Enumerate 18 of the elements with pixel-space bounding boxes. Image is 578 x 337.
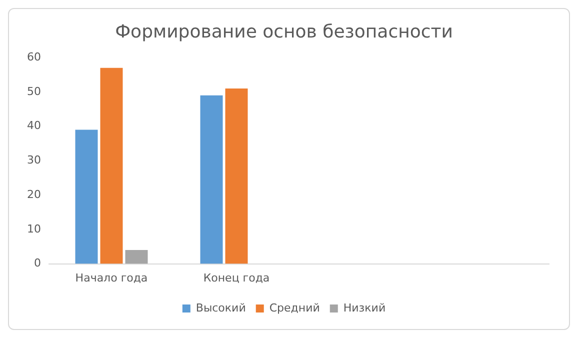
bar [200, 95, 223, 264]
y-tick-label: 30 [26, 154, 41, 167]
legend-label: Высокий [196, 301, 246, 314]
bar [125, 250, 148, 264]
x-tick-label: Конец года [203, 271, 270, 284]
y-tick-label: 0 [34, 256, 41, 270]
y-tick-label: 10 [26, 222, 41, 236]
y-tick-label: 50 [26, 84, 41, 98]
y-tick-label: 20 [26, 188, 41, 201]
bar [75, 130, 98, 264]
bar [100, 68, 123, 264]
x-tick-label: Начало года [75, 271, 148, 284]
legend-label: Низкий [343, 301, 386, 314]
y-tick-label: 60 [26, 50, 41, 64]
chart-title: Формирование основ безопасности [115, 21, 453, 42]
legend-label: Средний [269, 301, 320, 314]
y-tick-label: 40 [26, 119, 41, 132]
bar [225, 88, 248, 264]
